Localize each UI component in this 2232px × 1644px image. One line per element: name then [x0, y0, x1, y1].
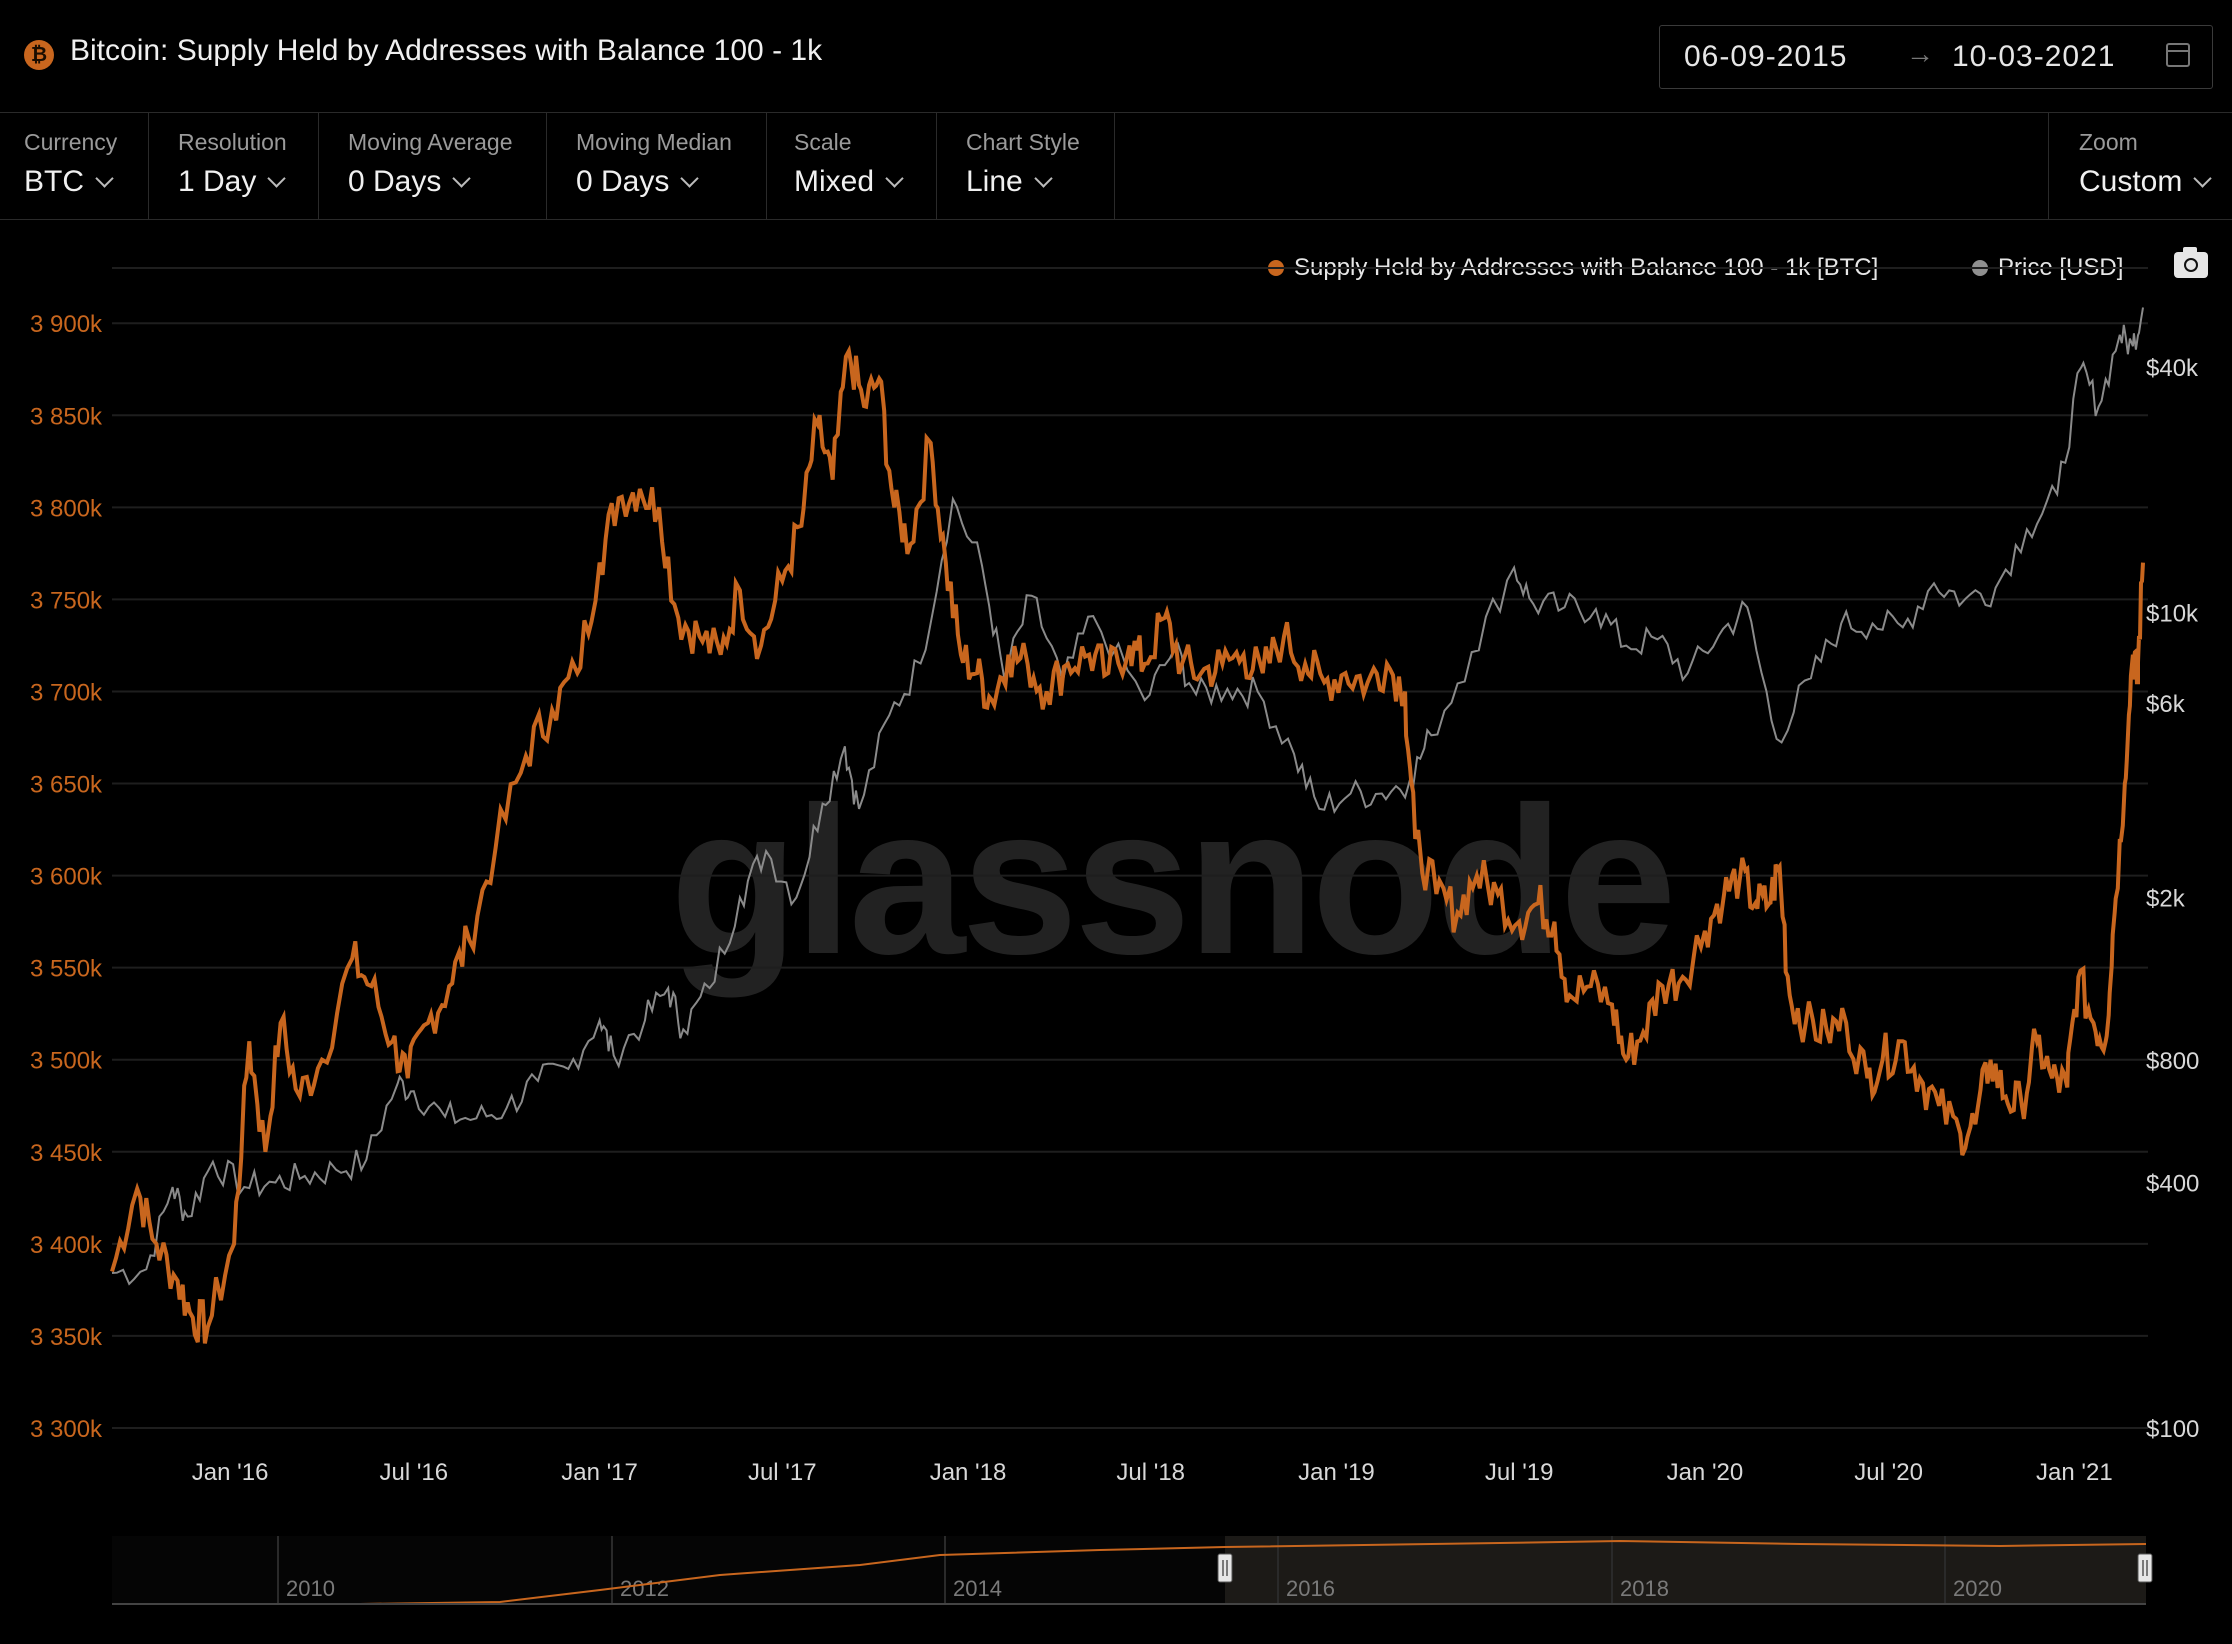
navigator-tick-label: 2020 — [1953, 1576, 2002, 1601]
watermark: glassnode — [670, 763, 1677, 998]
y-left-tick-label: 3 400k — [30, 1232, 103, 1259]
y-right-tick-label: $400 — [2146, 1171, 2199, 1198]
chart-style-dropdown[interactable]: Chart Style Line — [938, 113, 1115, 219]
x-tick-label: Jan '20 — [1667, 1459, 1744, 1486]
currency-value[interactable]: BTC — [24, 165, 114, 199]
chart-style-value[interactable]: Line — [966, 165, 1053, 199]
y-right-tick-label: $2k — [2146, 886, 2186, 913]
x-tick-label: Jan '17 — [561, 1459, 638, 1486]
top-bar: ₿ Bitcoin: Supply Held by Addresses with… — [0, 0, 2232, 113]
scale-dropdown[interactable]: Scale Mixed — [768, 113, 937, 219]
moving-median-label: Moving Median — [576, 129, 732, 155]
moving-median-value[interactable]: 0 Days — [576, 165, 700, 199]
x-tick-label: Jul '18 — [1116, 1459, 1185, 1486]
moving-average-label: Moving Average — [348, 129, 513, 155]
scale-value[interactable]: Mixed — [794, 165, 904, 199]
moving-average-dropdown[interactable]: Moving Average 0 Days — [320, 113, 547, 219]
date-from[interactable]: 06-09-2015 — [1684, 40, 1848, 73]
x-tick-label: Jan '21 — [2036, 1459, 2113, 1486]
y-left-tick-label: 3 300k — [30, 1416, 103, 1443]
arrow-right-icon: → — [1906, 38, 1934, 69]
navigator-handle[interactable] — [1217, 1553, 1233, 1583]
y-left-tick-label: 3 550k — [30, 956, 103, 983]
scale-label: Scale — [794, 129, 852, 155]
x-tick-label: Jan '18 — [930, 1459, 1007, 1486]
x-tick-label: Jul '17 — [748, 1459, 817, 1486]
currency-label: Currency — [24, 129, 118, 155]
x-tick-label: Jan '16 — [192, 1459, 269, 1486]
date-range-picker[interactable]: 06-09-2015 → 10-03-2021 — [1659, 25, 2213, 89]
x-tick-label: Jul '20 — [1854, 1459, 1923, 1486]
chart-style-label: Chart Style — [966, 129, 1080, 155]
zoom-label: Zoom — [2079, 129, 2138, 155]
zoom-value[interactable]: Custom — [2079, 165, 2213, 199]
navigator-tick-label: 2018 — [1620, 1576, 1669, 1601]
navigator-tick-label: 2016 — [1286, 1576, 1335, 1601]
x-tick-label: Jul '16 — [380, 1459, 449, 1486]
y-left-tick-label: 3 500k — [30, 1048, 103, 1075]
navigator-tick-label: 2010 — [286, 1576, 335, 1601]
y-left-tick-label: 3 800k — [30, 495, 103, 522]
resolution-dropdown[interactable]: Resolution 1 Day — [150, 113, 319, 219]
calendar-icon[interactable] — [2166, 43, 2190, 67]
currency-dropdown[interactable]: Currency BTC — [0, 113, 149, 219]
navigator-series-line — [112, 1539, 2147, 1605]
page-title: Bitcoin: Supply Held by Addresses with B… — [70, 34, 823, 67]
x-tick-label: Jul '19 — [1485, 1459, 1554, 1486]
y-left-tick-label: 3 650k — [30, 772, 103, 799]
y-left-tick-label: 3 350k — [30, 1324, 103, 1351]
bitcoin-icon: ₿ — [24, 40, 54, 70]
y-left-tick-label: 3 750k — [30, 587, 103, 614]
y-left-tick-label: 3 700k — [30, 679, 103, 706]
y-left-tick-label: 3 600k — [30, 864, 103, 891]
moving-median-dropdown[interactable]: Moving Median 0 Days — [548, 113, 767, 219]
y-right-tick-label: $800 — [2146, 1048, 2199, 1075]
camera-icon[interactable] — [2174, 247, 2208, 278]
y-right-tick-label: $100 — [2146, 1416, 2199, 1443]
y-left-tick-label: 3 450k — [30, 1140, 103, 1167]
moving-average-value[interactable]: 0 Days — [348, 165, 472, 199]
navigator-tick-label: 2014 — [953, 1576, 1002, 1601]
x-tick-label: Jan '19 — [1298, 1459, 1375, 1486]
zoom-dropdown[interactable]: Zoom Custom — [2048, 113, 2232, 219]
navigator-tick-label: 2012 — [620, 1576, 669, 1601]
resolution-value[interactable]: 1 Day — [178, 165, 287, 199]
y-right-tick-label: $6k — [2146, 691, 2186, 718]
navigator-handle[interactable] — [2137, 1553, 2153, 1583]
navigator-selection[interactable] — [1225, 1536, 2146, 1604]
price-series-line — [111, 307, 2144, 1286]
y-left-tick-label: 3 850k — [30, 403, 103, 430]
chart-controls: Currency BTC Resolution 1 Day Moving Ave… — [0, 113, 2232, 220]
y-right-tick-label: $40k — [2146, 355, 2199, 382]
date-to[interactable]: 10-03-2021 — [1952, 40, 2116, 73]
y-left-tick-label: 3 900k — [30, 311, 103, 338]
supply-series-line — [110, 344, 2145, 1344]
y-right-tick-label: $10k — [2146, 601, 2199, 628]
resolution-label: Resolution — [178, 129, 287, 155]
